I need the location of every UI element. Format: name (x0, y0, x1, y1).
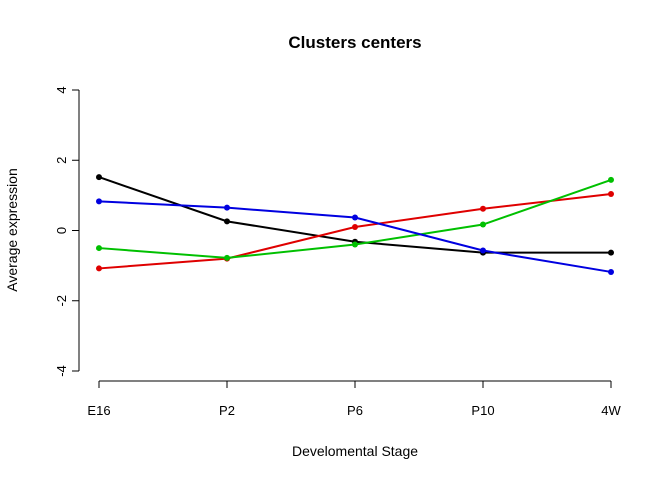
series-layer (96, 174, 614, 275)
data-point (224, 254, 230, 261)
y-axis: -4 -2 0 2 4 (54, 86, 80, 377)
data-point (352, 223, 358, 230)
data-point (96, 198, 102, 205)
data-point (480, 205, 486, 212)
data-point (608, 249, 614, 256)
data-point (480, 221, 486, 228)
x-axis-label: Develomental Stage (292, 443, 418, 459)
y-tick-label: 2 (54, 157, 69, 164)
data-point (608, 176, 614, 183)
series-4 (96, 198, 614, 275)
data-point (608, 190, 614, 197)
x-axis: E16 P2 P6 P10 4W (87, 380, 621, 418)
data-point (224, 218, 230, 225)
data-point (224, 204, 230, 211)
data-point (352, 214, 358, 221)
y-tick-label: -2 (54, 295, 69, 307)
x-tick-label: P10 (471, 403, 494, 418)
y-tick-label: 4 (54, 86, 69, 93)
series-line (98, 200, 612, 273)
y-tick-label: 0 (54, 227, 69, 234)
series-3 (96, 176, 614, 261)
data-point (96, 265, 102, 272)
x-tick-label: 4W (601, 403, 621, 418)
data-point (352, 241, 358, 248)
y-tick-label: -4 (54, 365, 69, 377)
data-point (96, 245, 102, 252)
data-point (608, 268, 614, 275)
y-axis-label: Average expression (4, 168, 20, 291)
x-tick-label: E16 (87, 403, 110, 418)
x-tick-label: P2 (219, 403, 235, 418)
data-point (96, 174, 102, 181)
data-point (480, 247, 486, 254)
x-tick-label: P6 (347, 403, 363, 418)
chart-title: Clusters centers (288, 33, 421, 52)
